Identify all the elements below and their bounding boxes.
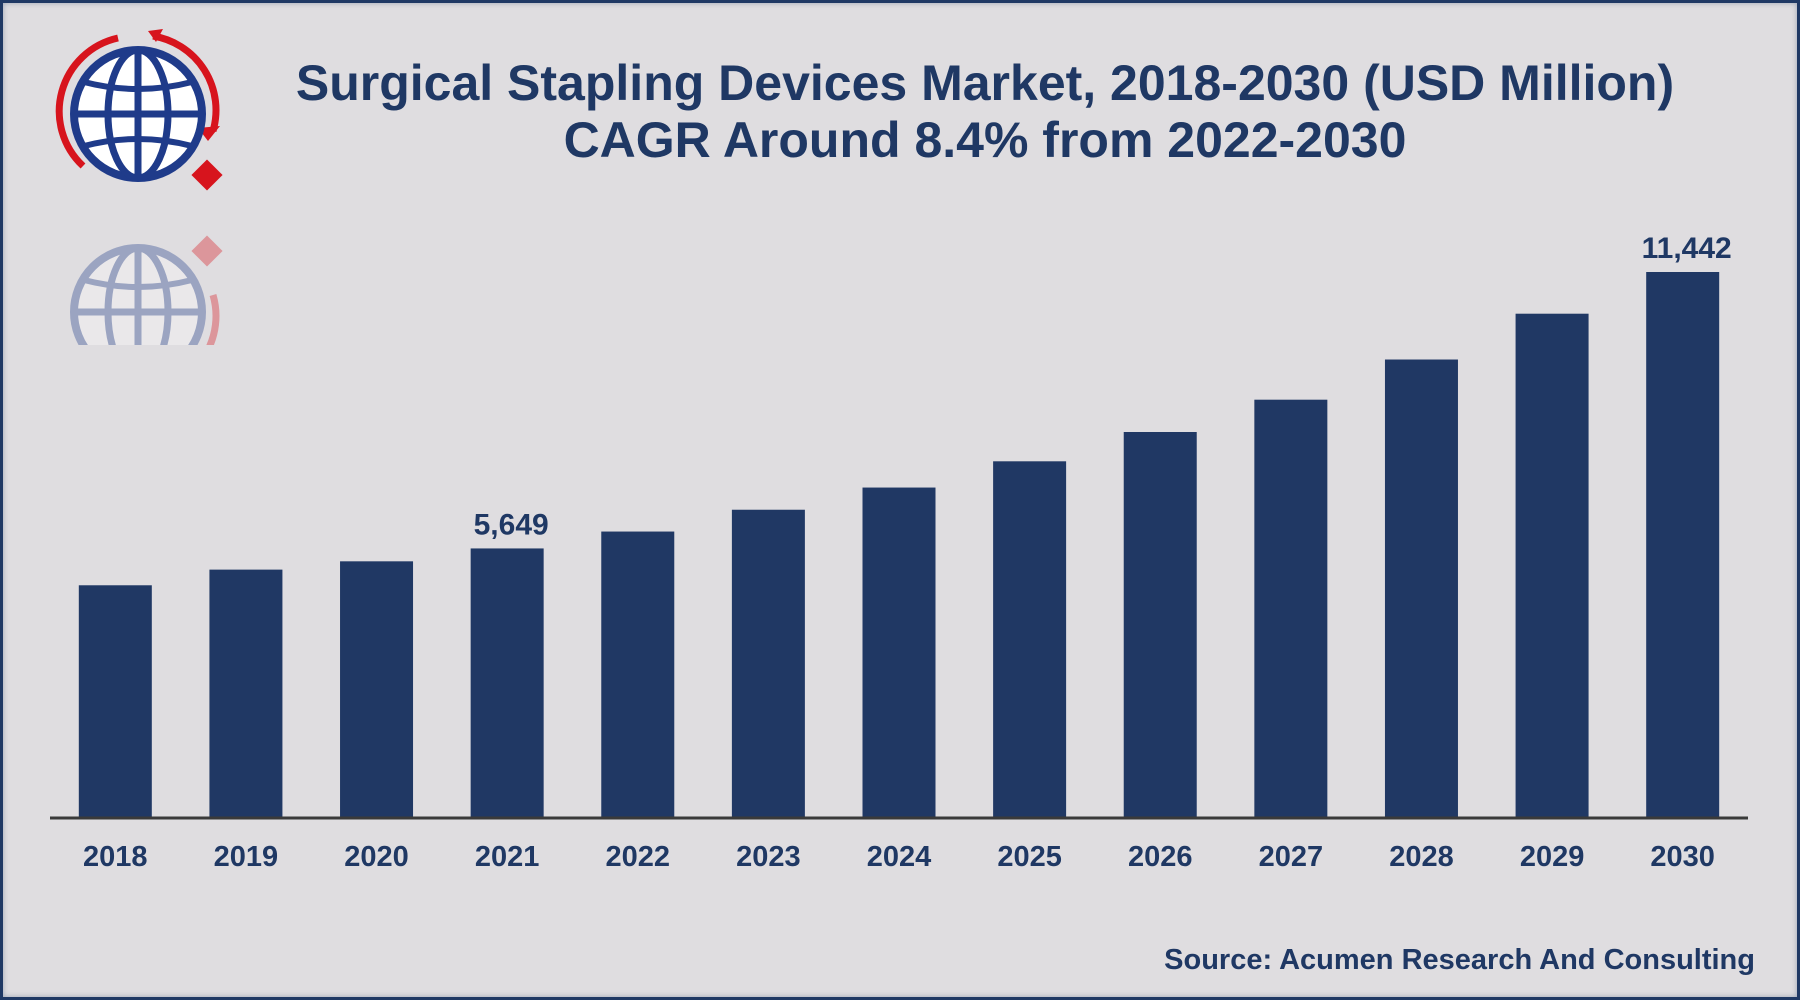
x-tick-label-2023: 2023 [736,841,801,873]
bar-2025 [993,461,1067,818]
globe-icon [48,26,228,196]
x-tick-label-2025: 2025 [997,841,1062,873]
x-tick-label-2022: 2022 [606,841,671,873]
bar-2029 [1515,313,1589,818]
x-tick-label-2028: 2028 [1389,841,1454,873]
data-label-2021: 5,649 [474,508,549,541]
chart-title: Surgical Stapling Devices Market, 2018-2… [295,55,1675,111]
chart-subtitle: CAGR Around 8.4% from 2022-2030 [563,112,1407,168]
bar-2027 [1254,399,1328,818]
bar-2018 [78,585,152,818]
bar-2026 [1123,432,1197,818]
globe-reflection-icon [48,230,228,345]
bar-2021 [470,548,544,818]
x-tick-label-2029: 2029 [1520,841,1585,873]
bar-2019 [209,569,283,818]
x-tick-label-2019: 2019 [214,841,279,873]
x-tick-label-2020: 2020 [344,841,409,873]
bar-2024 [862,487,936,818]
source-note: Source: Acumen Research And Consulting [1164,944,1755,976]
bar-2028 [1384,359,1458,818]
x-tick-label-2027: 2027 [1259,841,1324,873]
x-tick-label-2024: 2024 [867,841,932,873]
bar-2020 [340,561,414,818]
x-tick-label-2018: 2018 [83,841,148,873]
bar-2030 [1646,272,1720,818]
x-tick-label-2021: 2021 [475,841,540,873]
bar-2023 [731,509,805,818]
x-tick-label-2026: 2026 [1128,841,1193,873]
data-label-2030: 11,442 [1642,232,1732,265]
bar-2022 [601,531,675,818]
x-tick-label-2030: 2030 [1650,841,1715,873]
